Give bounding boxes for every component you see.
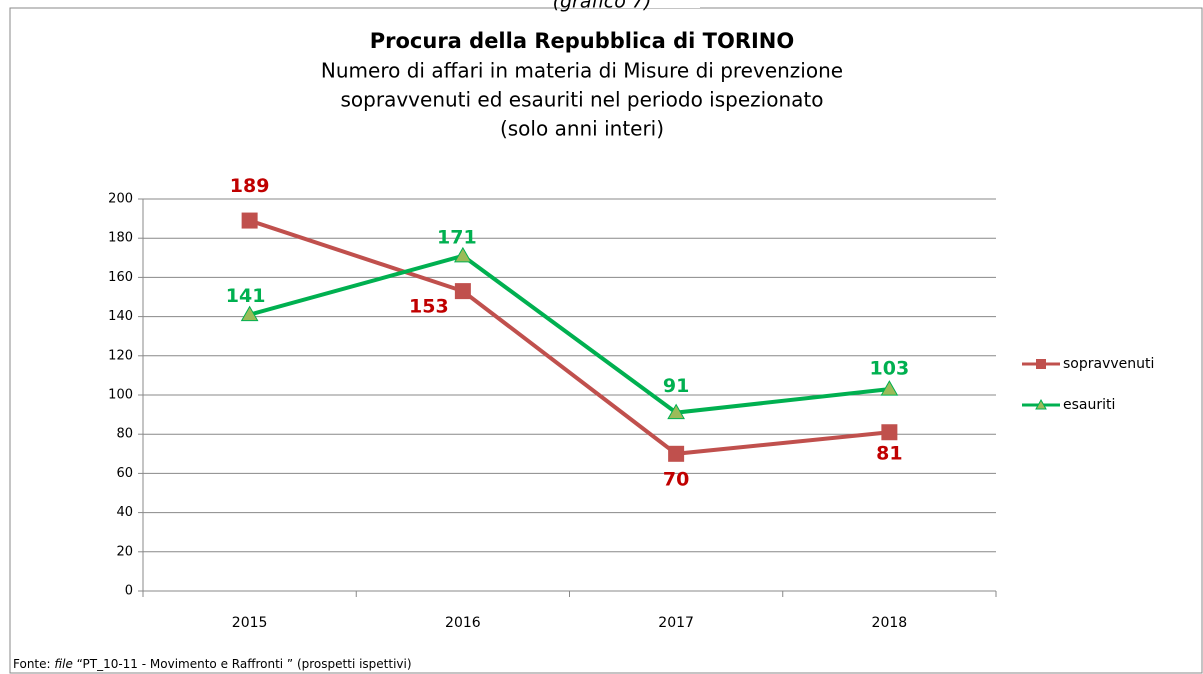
caption-mask [560,0,700,8]
data-label: 153 [409,296,449,318]
y-tick-label: 80 [116,427,133,442]
y-tick-label: 60 [116,466,133,481]
data-label: 141 [226,285,266,307]
y-tick-label: 40 [116,505,133,520]
legend-marker [1035,398,1047,410]
series-line [248,218,890,456]
point [667,403,685,420]
point [241,212,258,229]
data-label: 103 [870,358,910,380]
x-tick-label: 2016 [445,615,481,631]
subtitle: Numero di affari in materia di Misure di… [321,59,843,83]
point [454,283,471,300]
legend-marker [1036,359,1046,369]
data-label: 91 [663,375,689,397]
point [880,380,899,396]
series-line [249,253,890,415]
x-tick-label: 2017 [658,615,694,631]
source-text: “PT_10-11 - Movimento e Raffronti ” (pro… [73,657,412,671]
data-label: 70 [663,468,689,490]
x-tick-label: 2018 [872,615,908,631]
subtitle: sopravvenuti ed esauriti nel periodo isp… [341,88,824,112]
y-tick-label: 20 [116,544,133,559]
legend-label: sopravvenuti [1063,356,1154,372]
source: Fonte: file “PT_10-11 - Movimento e Raff… [13,657,412,671]
chart-title: Procura della Repubblica di TORINO [370,29,794,53]
y-tick-label: 0 [125,584,133,599]
point [668,445,685,462]
source-text: Fonte: [13,657,54,671]
source-text: file [54,657,72,671]
y-tick-label: 180 [108,231,133,246]
point [881,424,898,441]
point [240,305,259,322]
data-label: 81 [876,443,902,465]
data-label: 171 [437,226,477,248]
y-tick-label: 100 [108,388,133,403]
x-tick-label: 2015 [232,615,268,631]
y-tick-label: 200 [108,192,133,207]
y-tick-label: 140 [108,309,133,324]
legend-label: esauriti [1063,397,1115,413]
caption: (grafico 7) [553,0,652,13]
y-tick-label: 160 [108,270,133,285]
point [454,246,472,263]
chart-frame [9,7,1203,674]
subtitle: (solo anni interi) [500,117,664,141]
data-label: 189 [230,175,270,197]
y-tick-label: 120 [108,348,133,363]
